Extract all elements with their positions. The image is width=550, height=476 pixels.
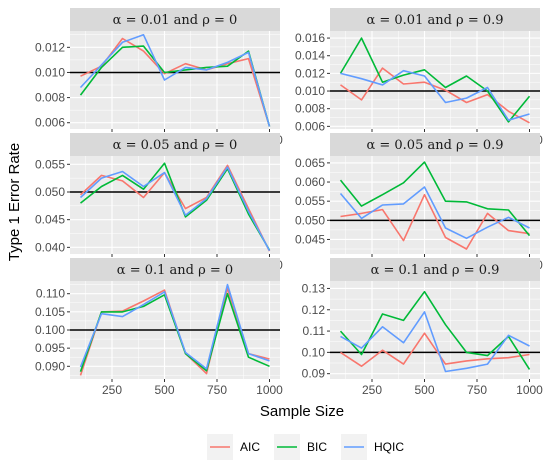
- y-tick-label: 0.012: [35, 40, 65, 54]
- series-line-bic: [339, 37, 531, 123]
- y-tick-label: 0.016: [295, 31, 325, 45]
- y-tick-label: 0.010: [295, 84, 325, 98]
- y-tick-label: 0.065: [295, 156, 325, 170]
- series-line-aic: [340, 332, 530, 368]
- x-tick-label: 250: [362, 383, 382, 397]
- y-tick-label: 0.006: [295, 119, 325, 133]
- series-line-hqic: [79, 33, 271, 127]
- panel-background: [70, 156, 280, 254]
- legend-label: HQIC: [374, 440, 404, 454]
- series-line-bic: [339, 161, 531, 237]
- y-tick-label: 0.045: [35, 213, 65, 227]
- legend: AIC BIC HQIC: [207, 434, 404, 460]
- y-tick-label: 0.13: [302, 281, 326, 295]
- y-tick-label: 0.100: [35, 323, 65, 337]
- y-tick-label: 0.09: [302, 367, 326, 381]
- y-tick-label: 0.014: [295, 49, 325, 63]
- facet-strip-label: α = 0.01 and ρ = 0: [113, 13, 238, 28]
- series-line-bic: [339, 290, 531, 370]
- series-line-hqic: [339, 186, 530, 240]
- series-line-hqic: [79, 166, 271, 252]
- y-tick-label: 0.090: [35, 359, 65, 373]
- series-line-bic: [79, 45, 271, 127]
- series-line-aic: [80, 37, 271, 127]
- x-tick-label: 1000: [516, 383, 543, 397]
- y-tick-label: 0.10: [302, 345, 326, 359]
- y-tick-label: 0.040: [35, 240, 65, 254]
- facet-strip: [330, 8, 540, 31]
- panel-background: [70, 31, 280, 129]
- facet-strip-label: α = 0.01 and ρ = 0.9: [366, 13, 503, 28]
- facet-strip: [70, 8, 280, 31]
- series-line-bic: [80, 162, 271, 251]
- y-tick-label: 0.055: [295, 194, 325, 208]
- legend-item-hqic: HQIC: [341, 434, 404, 460]
- y-tick-label: 0.010: [35, 65, 65, 79]
- legend-item-bic: BIC: [274, 434, 327, 460]
- y-tick-label: 0.050: [35, 185, 65, 199]
- series-line-hqic: [79, 283, 270, 370]
- y-tick-label: 0.11: [303, 324, 326, 338]
- facet-strip-label: α = 0.05 and ρ = 0: [113, 138, 238, 153]
- series-line-hqic: [340, 69, 530, 121]
- y-tick-label: 0.008: [35, 91, 65, 105]
- facet-strip-label: α = 0.1 and ρ = 0: [117, 263, 233, 278]
- panel-background: [330, 31, 540, 129]
- y-tick-label: 0.045: [295, 232, 325, 246]
- facet-panel: α = 0.1 and ρ = 0.9 0.09 0.10 0.11 0.12 0.13 2…: [302, 258, 543, 397]
- facet-strip: [70, 258, 280, 281]
- x-tick-label: 1000: [256, 383, 283, 397]
- x-tick-label: 500: [414, 383, 434, 397]
- y-tick-label: 0.105: [35, 305, 65, 319]
- facet-strip: [330, 258, 540, 281]
- facet-panels: α = 0.01 and ρ = 0 0.006 0.008 0.010 0.012 25…: [35, 8, 543, 397]
- y-tick-label: 0.110: [36, 287, 65, 301]
- facet-panel: α = 0.01 and ρ = 00.0060.0080.0100.01225…: [35, 8, 283, 147]
- facet-strip: [330, 133, 540, 156]
- y-tick-label: 0.008: [295, 102, 325, 116]
- series-line-hqic: [340, 311, 530, 373]
- y-tick-label: 0.060: [295, 175, 325, 189]
- y-axis-title: Type 1 Error Rate: [6, 143, 23, 261]
- x-tick-label: 500: [154, 383, 174, 397]
- legend-label: AIC: [240, 440, 260, 454]
- y-tick-label: 0.055: [35, 157, 65, 171]
- panel-background: [330, 281, 540, 379]
- y-tick-label: 0.095: [35, 341, 65, 355]
- facet-panel: α = 0.01 and ρ = 0.9 0.006 0.008 0.010 0.012…: [295, 8, 543, 147]
- facet-panel: α = 0.1 and ρ = 0 0.090 0.095 0.100 0.105 0.1…: [35, 258, 283, 397]
- facet-panel: α = 0.05 and ρ = 0.9 0.045 0.050 0.055 0.060…: [295, 133, 543, 272]
- x-axis-title: Sample Size: [260, 403, 344, 420]
- y-tick-label: 0.050: [295, 213, 325, 227]
- facet-panel: α = 0.05 and ρ = 00.0400.0450.0500.05525…: [35, 133, 283, 272]
- y-tick-label: 0.12: [302, 303, 326, 317]
- x-tick-label: 750: [467, 383, 487, 397]
- x-tick-label: 250: [102, 383, 122, 397]
- facet-strip: [70, 133, 280, 156]
- y-tick-label: 0.012: [295, 66, 325, 80]
- y-tick-label: 0.006: [35, 116, 65, 130]
- legend-label: BIC: [307, 440, 327, 454]
- x-tick-label: 750: [207, 383, 227, 397]
- facet-strip-label: α = 0.05 and ρ = 0.9: [366, 138, 503, 153]
- legend-item-aic: AIC: [207, 434, 260, 460]
- facet-strip-label: α = 0.1 and ρ = 0.9: [371, 263, 500, 278]
